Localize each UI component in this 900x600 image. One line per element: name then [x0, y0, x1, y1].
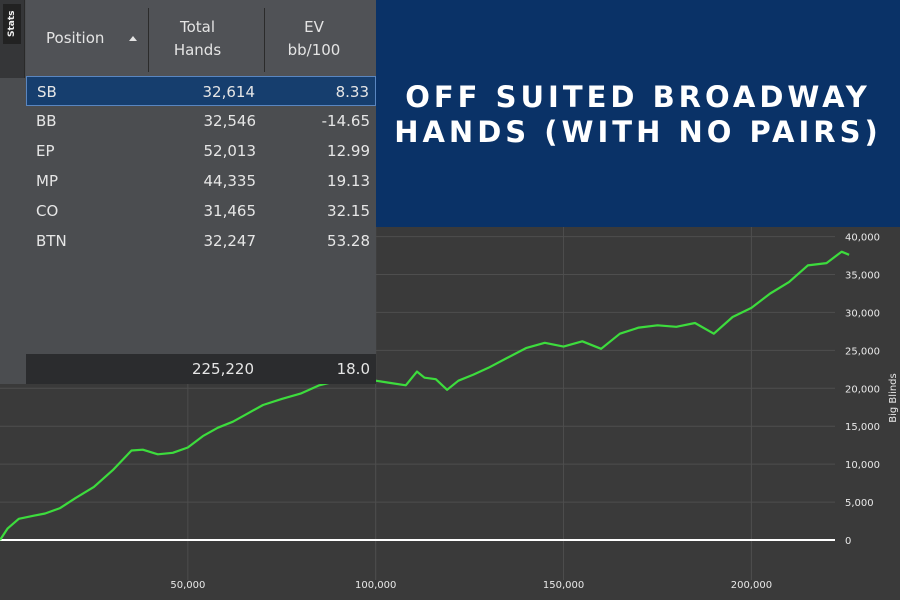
- column-header-ev-line1: EV: [304, 18, 324, 36]
- x-tick-label: 50,000: [170, 580, 205, 591]
- y-tick-label: 20,000: [845, 384, 880, 395]
- stats-table-body: SB 32,614 8.33 BB 32,546 -14.65 EP 52,01…: [26, 76, 376, 256]
- y-tick-label: 10,000: [845, 460, 880, 471]
- column-header-total-hands-line1: Total: [179, 18, 216, 36]
- table-row[interactable]: CO 31,465 32.15: [26, 196, 376, 226]
- cell-ev: 8.33: [335, 83, 369, 101]
- y-tick-label: 5,000: [845, 498, 874, 509]
- cell-ev: 19.13: [327, 172, 370, 190]
- cell-ev: 53.28: [327, 232, 370, 250]
- cell-position: BB: [36, 112, 57, 130]
- table-row[interactable]: BTN 32,247 53.28: [26, 226, 376, 256]
- cell-position: MP: [36, 172, 58, 190]
- x-tick-label: 150,000: [543, 580, 584, 591]
- cell-ev: -14.65: [321, 112, 370, 130]
- series-line-big-blinds: [0, 250, 850, 541]
- cell-total-hands: 32,614: [202, 83, 256, 101]
- stats-tab-label: Stats: [3, 4, 21, 44]
- stats-table-totals-row: 225,220 18.0: [26, 354, 376, 384]
- cell-total-hands: 52,013: [203, 142, 257, 160]
- y-tick-label: 15,000: [845, 422, 880, 433]
- sort-ascending-icon[interactable]: [129, 36, 137, 41]
- column-divider[interactable]: [264, 8, 265, 72]
- cell-position: CO: [36, 202, 59, 220]
- y-axis-label: Big Blinds: [888, 373, 899, 422]
- y-tick-label: 0: [845, 536, 851, 547]
- stats-panel: Stats Position Total Hands EV bb/100 SB …: [0, 0, 376, 384]
- stats-table-header: Position Total Hands EV bb/100: [26, 0, 376, 77]
- y-tick-label: 35,000: [845, 271, 880, 282]
- x-tick-label: 200,000: [731, 580, 772, 591]
- cell-ev: 12.99: [327, 142, 370, 160]
- banner-title-line2: HANDS (WITH NO PAIRS): [394, 115, 882, 149]
- cell-total-hands: 44,335: [203, 172, 257, 190]
- stats-tab[interactable]: Stats: [0, 0, 25, 78]
- table-row[interactable]: EP 52,013 12.99: [26, 136, 376, 166]
- cell-position: BTN: [36, 232, 67, 250]
- x-axis-ticks: 50,000 100,000 150,000 200,000: [170, 580, 772, 591]
- cell-total-hands: 31,465: [203, 202, 257, 220]
- column-header-total-hands[interactable]: Total Hands: [150, 0, 264, 72]
- column-header-position[interactable]: Position: [26, 0, 148, 72]
- total-hands-value: 225,220: [191, 360, 254, 378]
- banner-title-line1: OFF SUITED BROADWAY: [405, 80, 871, 114]
- cell-position: EP: [36, 142, 55, 160]
- table-row[interactable]: BB 32,546 -14.65: [26, 106, 376, 136]
- column-header-ev[interactable]: EV bb/100: [266, 0, 376, 72]
- table-row[interactable]: MP 44,335 19.13: [26, 166, 376, 196]
- y-axis-ticks: 0 5,000 10,000 15,000 20,000 25,000 30,000 35,0…: [845, 233, 880, 547]
- cell-total-hands: 32,247: [203, 232, 257, 250]
- column-header-ev-line2: bb/100: [287, 41, 341, 59]
- cell-position: SB: [37, 83, 57, 101]
- cell-total-hands: 32,546: [203, 112, 257, 130]
- y-tick-label: 40,000: [845, 233, 880, 244]
- y-tick-label: 30,000: [845, 308, 880, 319]
- banner-title: OFF SUITED BROADWAY HANDS (WITH NO PAIRS…: [376, 80, 900, 150]
- y-tick-label: 25,000: [845, 346, 880, 357]
- total-ev-value: 18.0: [336, 360, 370, 378]
- column-header-position-label: Position: [46, 29, 105, 47]
- column-header-total-hands-line2: Hands: [173, 41, 222, 59]
- table-row[interactable]: SB 32,614 8.33: [26, 76, 376, 106]
- column-divider[interactable]: [148, 8, 149, 72]
- x-tick-label: 100,000: [355, 580, 396, 591]
- cell-ev: 32.15: [327, 202, 370, 220]
- title-banner: OFF SUITED BROADWAY HANDS (WITH NO PAIRS…: [376, 0, 900, 227]
